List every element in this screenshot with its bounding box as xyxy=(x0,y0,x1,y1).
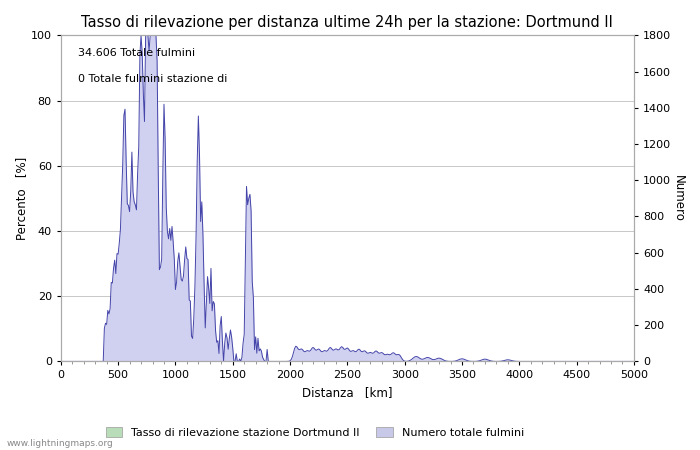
Text: 0 Totale fulmini stazione di: 0 Totale fulmini stazione di xyxy=(78,74,228,85)
Y-axis label: Percento   [%]: Percento [%] xyxy=(15,157,28,240)
X-axis label: Distanza   [km]: Distanza [km] xyxy=(302,386,393,399)
Legend: Tasso di rilevazione stazione Dortmund II, Numero totale fulmini: Tasso di rilevazione stazione Dortmund I… xyxy=(102,423,528,442)
Text: www.lightningmaps.org: www.lightningmaps.org xyxy=(7,439,113,448)
Title: Tasso di rilevazione per distanza ultime 24h per la stazione: Dortmund II: Tasso di rilevazione per distanza ultime… xyxy=(81,15,613,30)
Y-axis label: Numero: Numero xyxy=(672,175,685,222)
Text: 34.606 Totale fulmini: 34.606 Totale fulmini xyxy=(78,49,195,58)
